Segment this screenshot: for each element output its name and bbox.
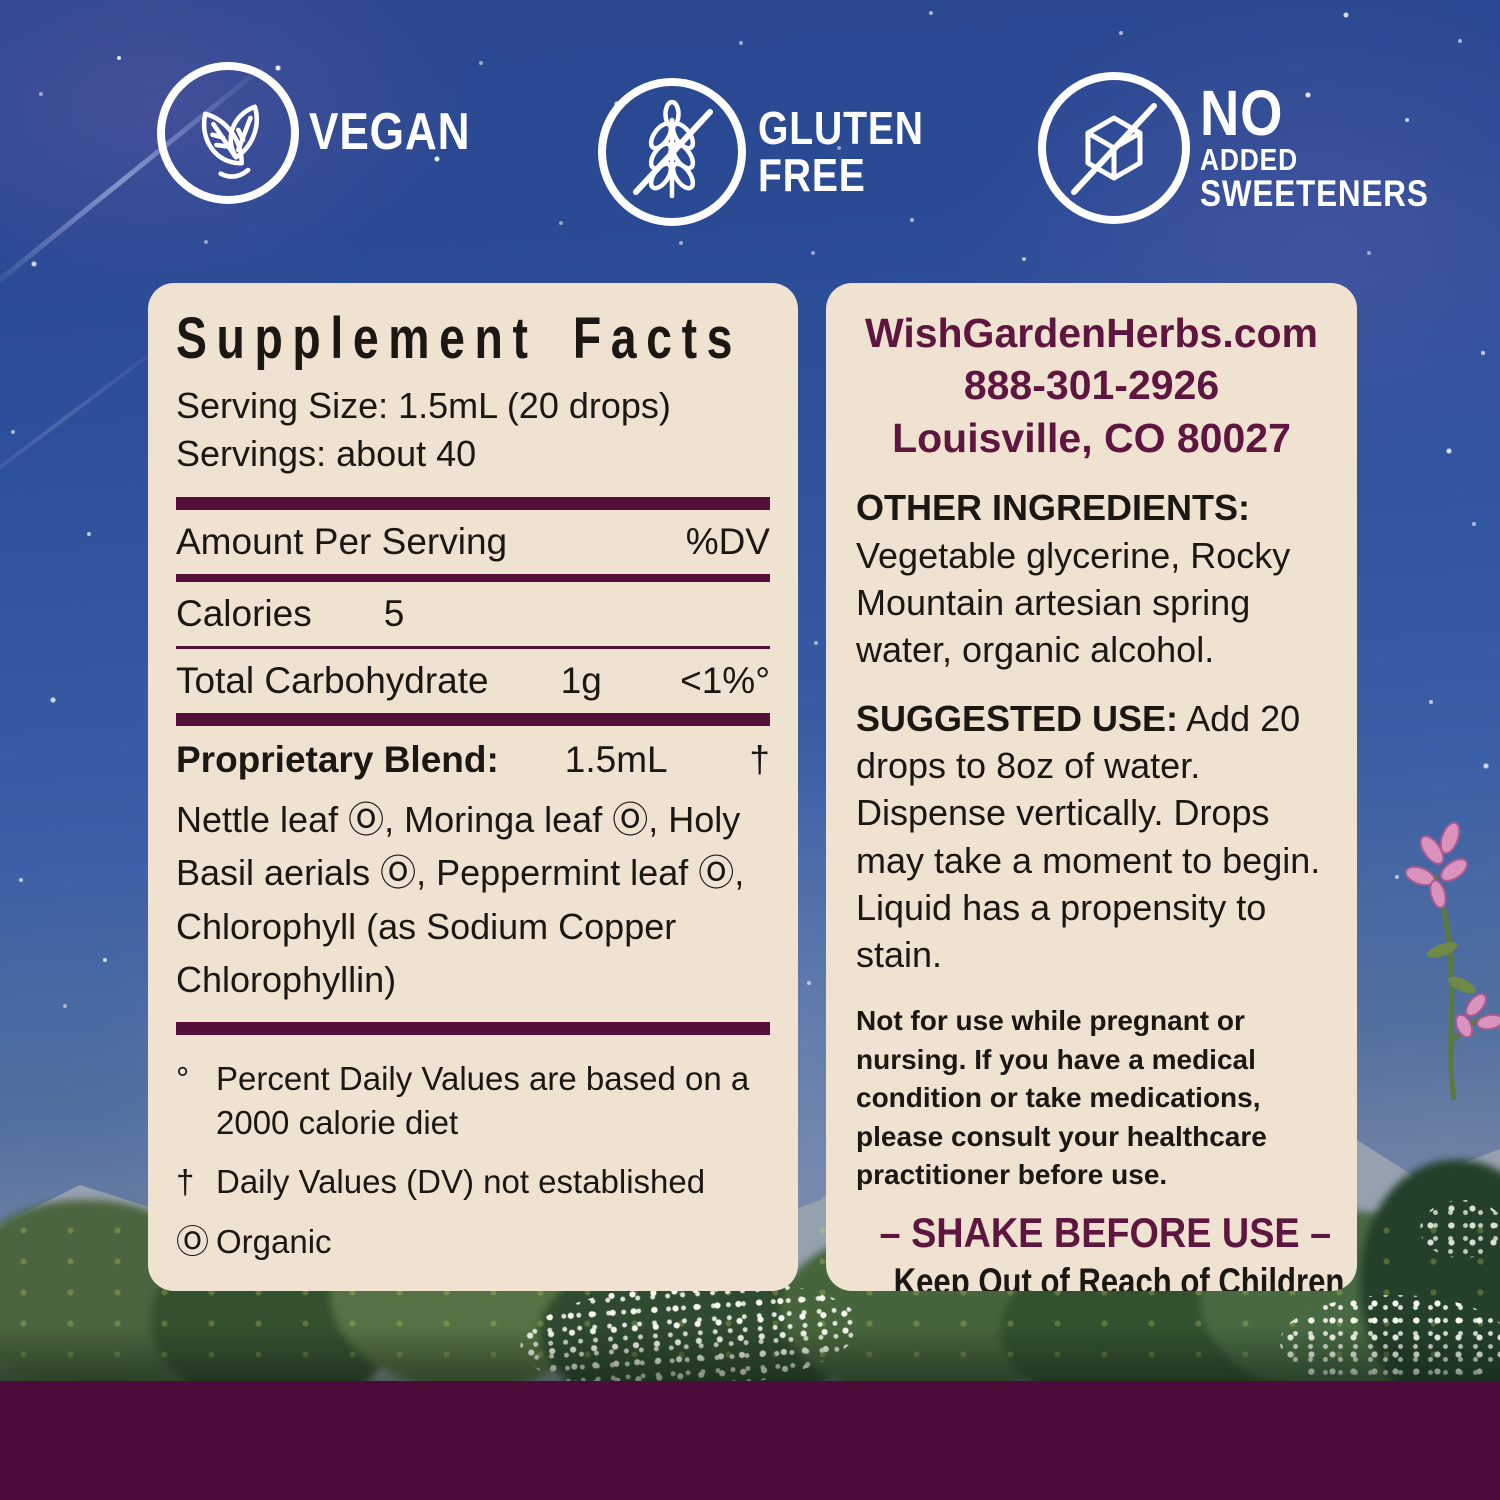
no-sweeteners-label: NO ADDED SWEETENERS [1200,76,1429,215]
row-amount: 5 [383,593,405,635]
gluten-free-line1: GLUTEN [758,102,924,155]
no-sweeteners-line2: ADDED [1200,141,1298,177]
other-ingredients: OTHER INGREDIENTS: Vegetable glycerine, … [856,484,1327,673]
no-sweeteners-line1: NO [1200,76,1284,149]
footnote-marker: † [176,1163,195,1201]
other-ingredients-heading: OTHER INGREDIENTS: [856,487,1251,529]
row-dv: <1%° [680,660,770,702]
supplement-facts-panel: Supplement Facts Serving Size: 1.5mL (20… [148,283,798,1291]
servings-count: Servings: about 40 [176,432,477,474]
table-row-carbohydrate: Total Carbohydrate 1g <1%° [176,649,770,713]
address: Louisville, CO 80027 [892,414,1291,461]
blend-amount: 1.5mL [564,739,668,781]
proprietary-blend-row: Proprietary Blend: 1.5mL † [176,726,770,787]
footnote-daily-values: ° Percent Daily Values are based on a 20… [176,1057,770,1144]
foreground-shadow [0,1326,1500,1382]
divider [176,646,770,650]
gluten-free-wheat-icon [598,78,746,226]
shake-before-use: – SHAKE BEFORE USE – [879,1209,1332,1257]
serving-size: Serving Size: 1.5mL (20 drops) [176,385,671,426]
no-added-sweeteners-badge: NO ADDED SWEETENERS [1038,72,1469,224]
suggested-use-text: Add 20 drops to 8oz of water. Dispense v… [856,698,1321,975]
gluten-free-line2: FREE [758,149,866,201]
keep-out-of-reach: Keep Out of Reach of Children [893,1261,1345,1291]
vegan-badge: VEGAN [157,62,499,204]
no-sweeteners-line3: SWEETENERS [1200,173,1429,215]
phone-number: 888-301-2926 [963,362,1220,409]
footnote-organic: Ⓞ Organic [176,1220,770,1264]
footnote-text: Organic [216,1222,332,1260]
divider [176,574,770,583]
website: WishGardenHerbs.com [864,310,1319,356]
blend-ingredients: Nettle leaf Ⓞ, Moringa leaf Ⓞ, Holy Basi… [176,799,745,1000]
blend-name: Proprietary Blend: [176,739,499,781]
dv-header: %DV [685,521,770,563]
divider [176,713,770,727]
warning-text: Not for use while pregnant or nursing. I… [856,1004,1267,1191]
row-name: Calories [176,593,312,635]
organic-symbol: Ⓞ [176,1222,209,1260]
gluten-free-badge: GLUTEN FREE [598,78,953,226]
pink-flower-illustration [1404,821,1500,1100]
no-sweeteners-sugar-cube-icon [1038,72,1190,224]
other-ingredients-text: Vegetable glycerine, Rocky Mountain arte… [856,534,1291,670]
footnote-marker: ° [176,1060,190,1098]
gluten-free-label: GLUTEN FREE [758,105,924,199]
suggested-use-heading: SUGGESTED USE: [856,698,1179,740]
amount-per-serving-header: Amount Per Serving [176,521,508,563]
footnote-text: Percent Daily Values are based on a 2000… [216,1060,750,1141]
divider [176,1022,770,1036]
vegan-label: VEGAN [309,103,471,162]
blend-dv-dagger: † [749,739,770,781]
info-panel: WishGardenHerbs.com 888-301-2926 Louisvi… [826,283,1357,1291]
white-flower-cluster-right-small [1420,1200,1500,1258]
amount-header-row: Amount Per Serving %DV [176,510,770,574]
footnote-dv-not-established: † Daily Values (DV) not established [176,1160,770,1204]
supplement-facts-title: Supplement Facts [176,306,743,371]
suggested-use: SUGGESTED USE: Add 20 drops to 8oz of wa… [856,695,1327,978]
contact-block: WishGardenHerbs.com 888-301-2926 Louisvi… [856,307,1327,464]
row-name: Total Carbohydrate [176,660,489,702]
row-amount: 1g [560,660,602,702]
divider [176,497,770,511]
table-row-calories: Calories 5 [176,582,770,646]
vegan-leaf-icon [157,62,299,204]
footnote-text: Daily Values (DV) not established [216,1163,706,1201]
stars [0,0,2,2]
bottom-purple-band [0,1381,1500,1500]
